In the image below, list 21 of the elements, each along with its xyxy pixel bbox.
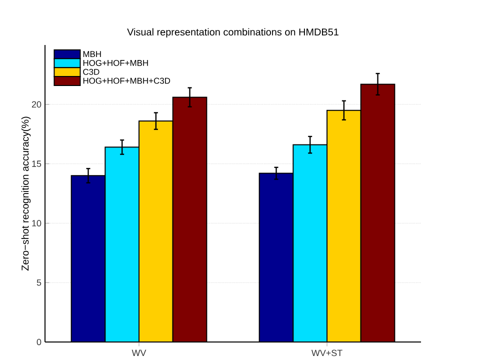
y-tick-label: 15	[32, 160, 42, 167]
x-tick-label: WV+ST	[311, 350, 342, 356]
legend-label: MBH	[83, 51, 101, 57]
y-tick-label: 5	[36, 279, 42, 286]
y-axis-title: Zero−shot recognition accuracy(%)	[21, 116, 31, 271]
bar	[172, 97, 207, 342]
bar	[71, 176, 106, 342]
bar	[105, 147, 140, 342]
y-tick-label: 20	[32, 101, 42, 108]
y-tick-label: 0	[36, 338, 42, 346]
bar	[292, 144, 328, 342]
legend-label: C3D	[83, 68, 100, 75]
chart-title: Visual representation combinations on HMDB51	[127, 28, 338, 38]
bar	[360, 84, 396, 342]
x-tick-label: WV	[132, 350, 146, 356]
y-tick-label: 10	[32, 220, 42, 226]
legend-label: HOG+HOF+MBH+C3D	[83, 78, 170, 84]
legend-label: HOG+HOF+MBH	[83, 60, 148, 66]
bar	[139, 121, 173, 342]
bar	[326, 110, 362, 342]
bar	[258, 172, 294, 342]
